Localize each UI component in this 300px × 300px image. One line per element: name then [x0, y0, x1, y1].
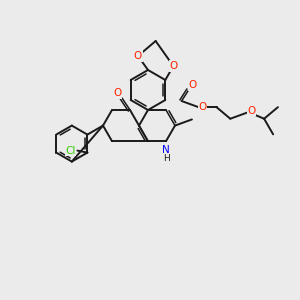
- Text: O: O: [198, 102, 207, 112]
- Text: O: O: [134, 51, 142, 61]
- Text: O: O: [169, 61, 177, 71]
- Text: Cl: Cl: [65, 146, 76, 156]
- Text: N: N: [162, 145, 170, 155]
- Text: H: H: [163, 154, 170, 163]
- Text: O: O: [188, 80, 197, 90]
- Text: O: O: [247, 106, 255, 116]
- Text: O: O: [113, 88, 121, 98]
